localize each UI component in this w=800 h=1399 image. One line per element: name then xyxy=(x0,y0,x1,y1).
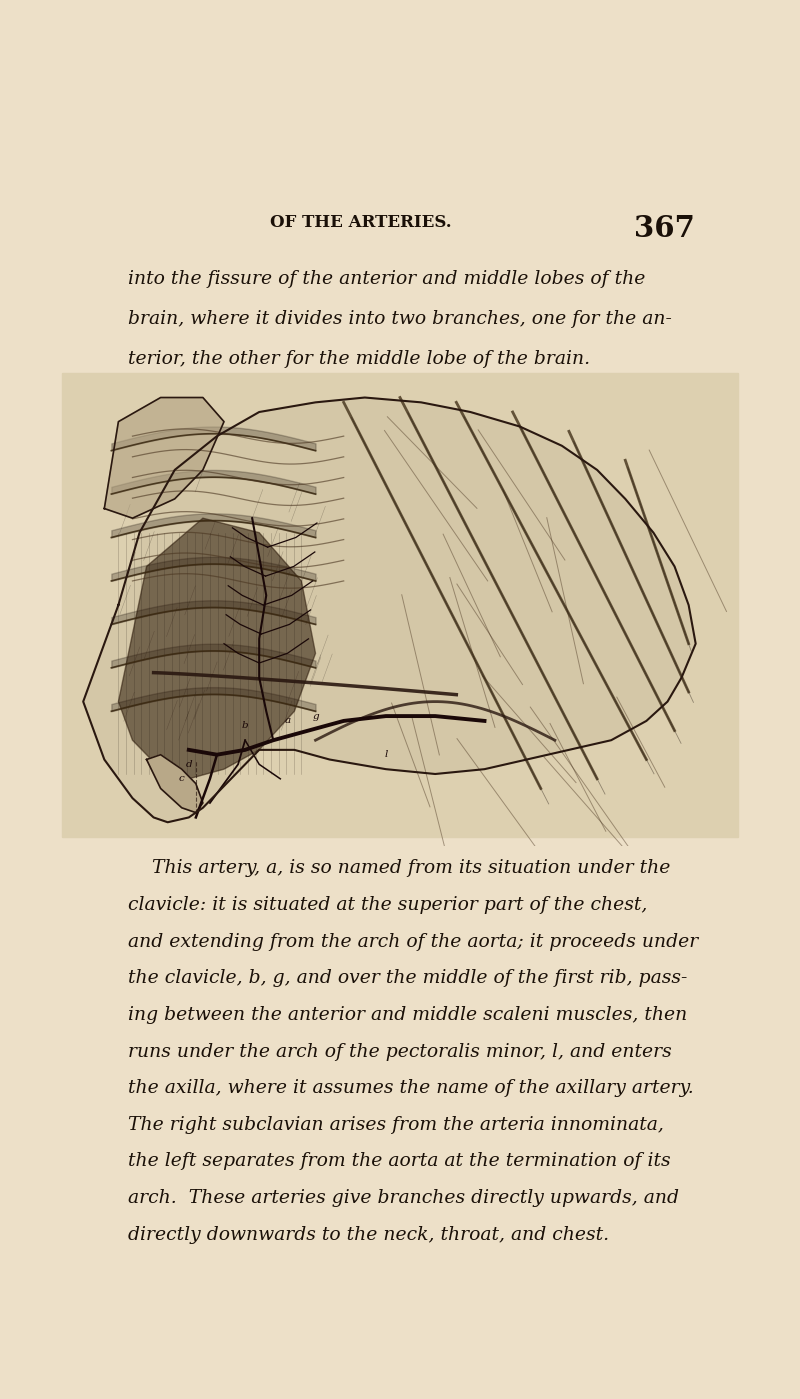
Text: runs under the arch of the pectoralis minor, l, and enters: runs under the arch of the pectoralis mi… xyxy=(128,1042,672,1060)
Polygon shape xyxy=(62,374,738,837)
Text: Fig. 190.: Fig. 190. xyxy=(373,435,447,452)
Text: d: d xyxy=(186,760,192,769)
Text: The right subclavian arises from the arteria innominata,: The right subclavian arises from the art… xyxy=(128,1116,664,1133)
Text: the axilla, where it assumes the name of the axillary artery.: the axilla, where it assumes the name of… xyxy=(128,1079,694,1097)
Text: a: a xyxy=(284,716,290,726)
Text: into the fissure of the anterior and middle lobes of the: into the fissure of the anterior and mid… xyxy=(128,270,646,288)
Text: c: c xyxy=(179,774,185,783)
Polygon shape xyxy=(146,754,203,813)
Text: OF THE ARTERIES.: OF THE ARTERIES. xyxy=(270,214,451,231)
Polygon shape xyxy=(118,518,315,779)
Text: directly downwards to the neck, throat, and chest.: directly downwards to the neck, throat, … xyxy=(128,1226,609,1244)
Text: arch.  These arteries give branches directly upwards, and: arch. These arteries give branches direc… xyxy=(128,1189,679,1207)
Text: terior, the other for the middle lobe of the brain.: terior, the other for the middle lobe of… xyxy=(128,350,590,368)
Text: and extending from the arch of the aorta; it proceeds under: and extending from the arch of the aorta… xyxy=(128,933,698,951)
Polygon shape xyxy=(83,397,696,823)
Text: This artery, a, is so named from its situation under the: This artery, a, is so named from its sit… xyxy=(128,859,670,877)
Text: 367: 367 xyxy=(634,214,695,243)
Text: the left separates from the aorta at the termination of its: the left separates from the aorta at the… xyxy=(128,1153,670,1171)
Text: brain, where it divides into two branches, one for the an-: brain, where it divides into two branche… xyxy=(128,311,672,329)
Text: b: b xyxy=(242,722,249,730)
Text: ing between the anterior and middle scaleni muscles, then: ing between the anterior and middle scal… xyxy=(128,1006,687,1024)
Text: SUBCLAVIAN ARTERY.: SUBCLAVIAN ARTERY. xyxy=(304,411,516,428)
Text: g: g xyxy=(312,712,319,720)
Text: the clavicle, b, g, and over the middle of the first rib, pass-: the clavicle, b, g, and over the middle … xyxy=(128,970,687,988)
Text: clavicle: it is situated at the superior part of the chest,: clavicle: it is situated at the superior… xyxy=(128,897,647,914)
Polygon shape xyxy=(104,397,224,518)
Text: l: l xyxy=(384,750,388,760)
